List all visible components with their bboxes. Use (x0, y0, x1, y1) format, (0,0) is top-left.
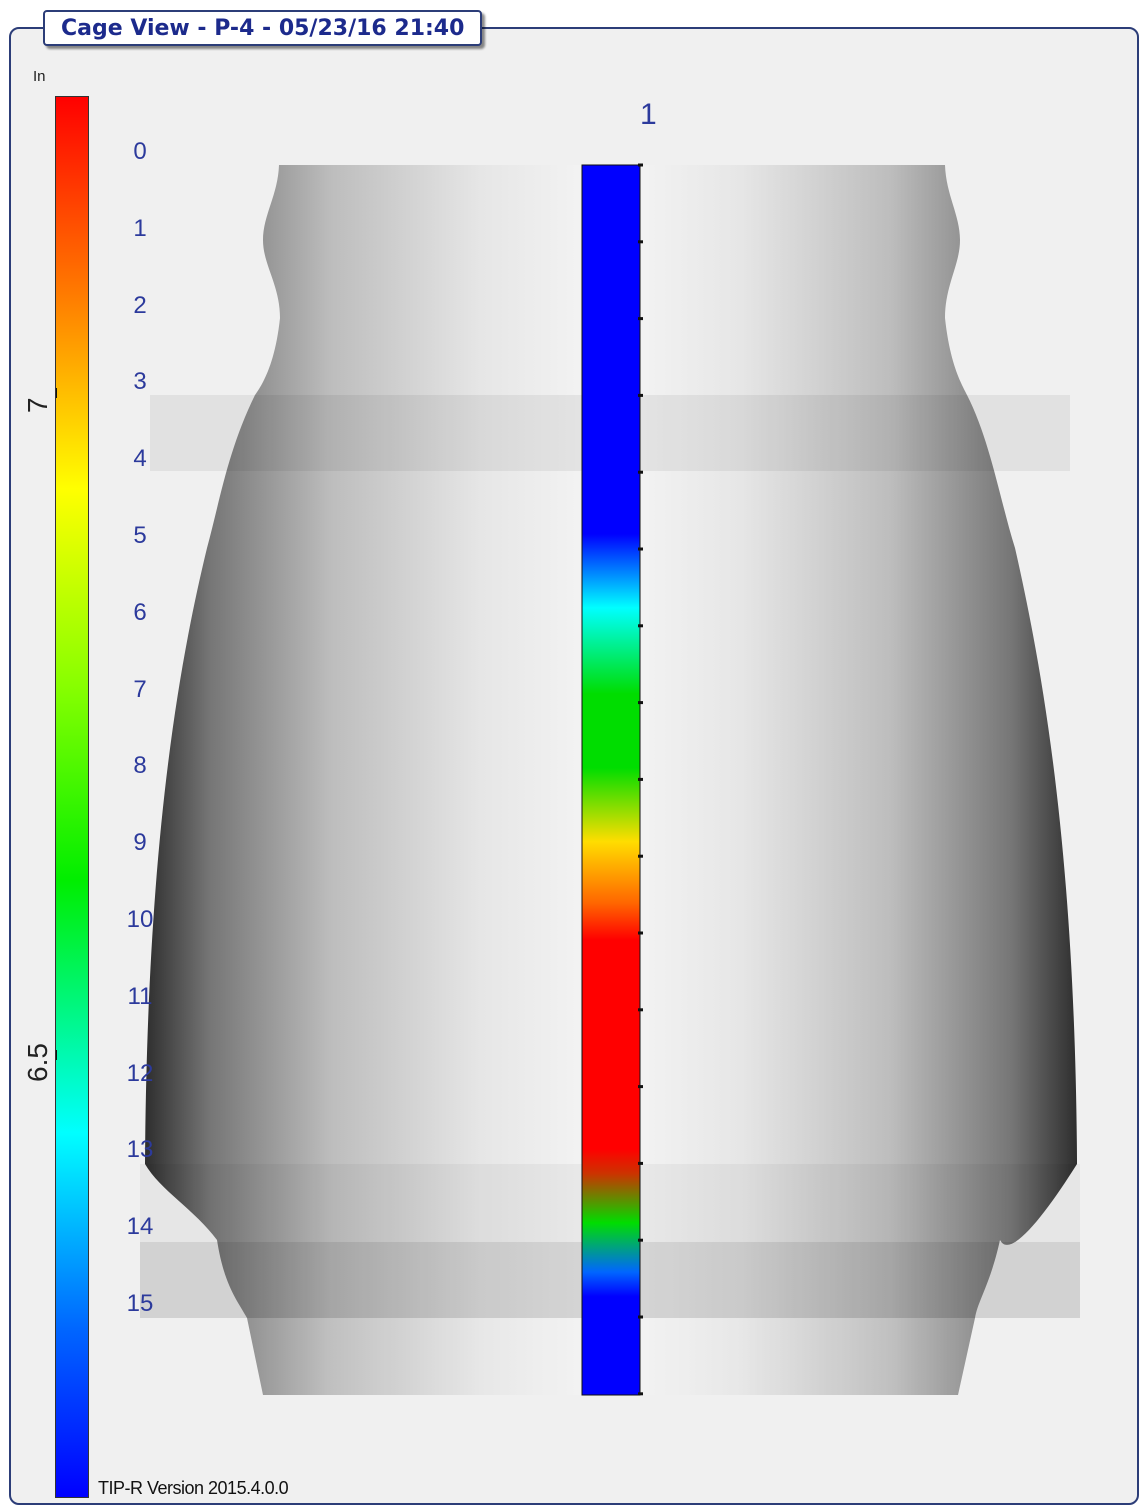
colorbar-tick-6-5 (56, 1050, 57, 1060)
row-label: 1 (133, 214, 147, 242)
row-label: 10 (126, 906, 154, 933)
strip-ticks (638, 163, 643, 1396)
row-label: 13 (126, 1136, 154, 1164)
row-label: 4 (133, 445, 147, 473)
view-title-tab: Cage View - P-4 - 05/23/16 21:40 (43, 10, 483, 46)
row-label: 0 (133, 138, 147, 165)
row-label: 14 (126, 1213, 154, 1241)
column-label: 1 (640, 98, 657, 131)
row-label: 12 (126, 1059, 154, 1087)
version-text: TIP-R Version 2015.4.0.0 (98, 1478, 289, 1498)
colorbar-tick-7 (56, 388, 57, 398)
row-label: 2 (133, 291, 147, 319)
row-label: 6 (133, 598, 147, 626)
colorbar-unit: In (33, 68, 46, 85)
view-title: Cage View - P-4 - 05/23/16 21:40 (61, 15, 465, 41)
row-label: 5 (133, 522, 147, 549)
colorbar (55, 96, 89, 1498)
row-label: 3 (133, 368, 147, 396)
measurement-strip[interactable] (581, 164, 641, 1396)
row-label: 15 (126, 1290, 154, 1317)
row-label: 8 (133, 752, 147, 780)
colorbar-label-6-5: 6.5 (22, 1043, 53, 1082)
colorbar-label-7: 7 (22, 397, 53, 413)
row-label: 9 (133, 829, 147, 857)
row-label: 7 (133, 675, 147, 703)
row-label: 11 (127, 982, 153, 1010)
